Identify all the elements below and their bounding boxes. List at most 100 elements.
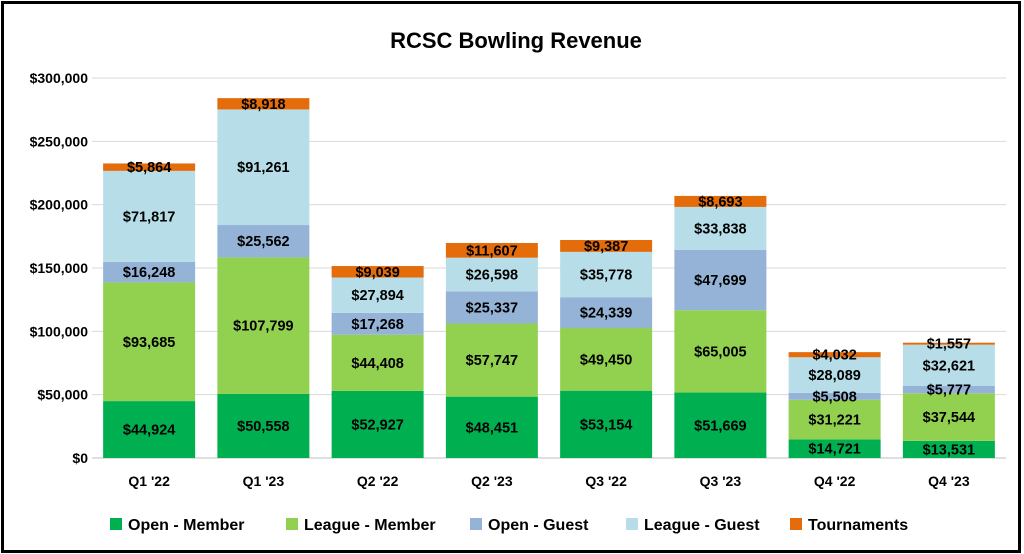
data-label: $28,089: [808, 368, 860, 384]
bar-segment: [674, 249, 767, 311]
legend-swatch: [286, 518, 298, 530]
bar-segment: [788, 439, 881, 458]
bar-segment: [788, 399, 881, 440]
bar-segment: [217, 393, 310, 458]
data-labels: $44,924 $93,685 $16,248 $71,817 $5,864 $50,55…: [123, 97, 975, 459]
data-label: $44,408: [351, 356, 403, 372]
x-category-label: Q2 '22: [357, 473, 399, 489]
x-category-label: Q4 '23: [928, 473, 970, 489]
legend: Open - Member League - Member Open - Guest…: [110, 517, 908, 534]
data-label: $49,450: [580, 352, 632, 368]
data-label: $31,221: [808, 413, 860, 429]
x-category-label: Q2 '23: [471, 473, 513, 489]
bar-segment: [445, 323, 538, 397]
bar-segment: [103, 261, 196, 283]
bar-segment: [445, 242, 538, 258]
data-label: $37,544: [923, 410, 975, 426]
legend-label: League - Member: [304, 517, 436, 534]
y-tick-label: $250,000: [30, 133, 89, 149]
y-tick-label: $300,000: [30, 70, 89, 86]
bar-segment: [674, 392, 767, 458]
legend-label: League - Guest: [644, 517, 760, 534]
data-label: $53,154: [580, 417, 632, 433]
bar-segment: [674, 310, 767, 393]
bar-segment: [217, 98, 310, 110]
data-label: $57,747: [466, 353, 518, 369]
data-label: $13,531: [923, 442, 975, 458]
data-label: $5,508: [812, 389, 856, 405]
bar-segment: [331, 390, 424, 458]
x-category-label: Q1 '22: [128, 473, 170, 489]
data-label: $51,669: [694, 418, 746, 434]
y-tick-label: $150,000: [30, 260, 89, 276]
x-category-label: Q4 '22: [814, 473, 856, 489]
data-label: $25,337: [466, 300, 518, 316]
data-label: $35,778: [580, 268, 632, 284]
data-label: $8,693: [698, 194, 742, 210]
y-axis-ticks: $0 $50,000 $100,000 $150,000 $200,000 $250,00…: [30, 70, 89, 466]
data-label: $32,621: [923, 358, 975, 374]
legend-swatch: [790, 518, 802, 530]
bar-segment: [217, 225, 310, 258]
legend-swatch: [110, 518, 122, 530]
bar-segment: [331, 277, 424, 313]
data-label: $4,032: [812, 348, 856, 364]
bar-segment: [902, 393, 995, 441]
bar-segment: [902, 385, 995, 394]
y-tick-label: $0: [72, 450, 88, 466]
bar-segment: [331, 334, 424, 391]
x-category-label: Q3 '22: [585, 473, 627, 489]
data-label: $47,699: [694, 273, 746, 289]
data-label: $9,039: [355, 265, 399, 281]
legend-label: Tournaments: [808, 517, 908, 534]
bar-segment: [560, 251, 653, 298]
legend-label: Open - Guest: [488, 517, 589, 534]
bar-segment: [103, 163, 196, 171]
bar-segment: [674, 195, 767, 207]
data-label: $14,721: [808, 442, 860, 458]
bar-segment: [674, 206, 767, 250]
data-label: $44,924: [123, 423, 175, 439]
bar-segment: [103, 401, 196, 458]
data-label: $71,817: [123, 209, 175, 225]
bars: [103, 98, 995, 458]
bar-segment: [560, 297, 653, 329]
y-tick-label: $100,000: [30, 323, 89, 339]
data-label: $52,927: [351, 417, 403, 433]
bar-segment: [902, 440, 995, 458]
chart-title: RCSC Bowling Revenue: [390, 28, 642, 53]
data-label: $50,558: [237, 419, 289, 435]
data-label: $1,557: [927, 337, 971, 353]
data-label: $25,562: [237, 234, 289, 250]
data-label: $5,777: [927, 383, 971, 399]
data-label: $48,451: [466, 420, 518, 436]
data-label: $33,838: [694, 221, 746, 237]
bar-segment: [445, 396, 538, 458]
bar-segment: [217, 109, 310, 226]
chart-canvas: RCSC Bowling Revenue $0 $50,000 $100,000 $1…: [30, 28, 1006, 534]
y-tick-label: $200,000: [30, 197, 89, 213]
bar-segment: [103, 170, 196, 262]
data-label: $11,607: [466, 243, 518, 259]
bar-segment: [788, 392, 881, 400]
legend-swatch: [470, 518, 482, 530]
bar-segment: [902, 344, 995, 386]
data-label: $91,261: [237, 160, 289, 176]
data-label: $27,894: [351, 288, 403, 304]
data-label: $8,918: [241, 97, 285, 113]
legend-label: Open - Member: [128, 517, 244, 534]
data-label: $93,685: [123, 335, 175, 351]
x-axis-categories: Q1 '22 Q1 '23 Q2 '22 Q2 '23 Q3 '22 Q3 '23 Q4 '…: [128, 473, 969, 489]
x-category-label: Q1 '23: [243, 473, 285, 489]
bar-segment: [560, 239, 653, 252]
bar-segment: [788, 352, 881, 358]
y-tick-label: $50,000: [37, 387, 88, 403]
data-label: $26,598: [466, 268, 518, 284]
bar-segment: [445, 291, 538, 324]
data-label: $17,268: [351, 317, 403, 333]
x-category-label: Q3 '23: [700, 473, 742, 489]
bar-segment: [217, 257, 310, 394]
bar-segment: [331, 312, 424, 335]
legend-swatch: [626, 518, 638, 530]
